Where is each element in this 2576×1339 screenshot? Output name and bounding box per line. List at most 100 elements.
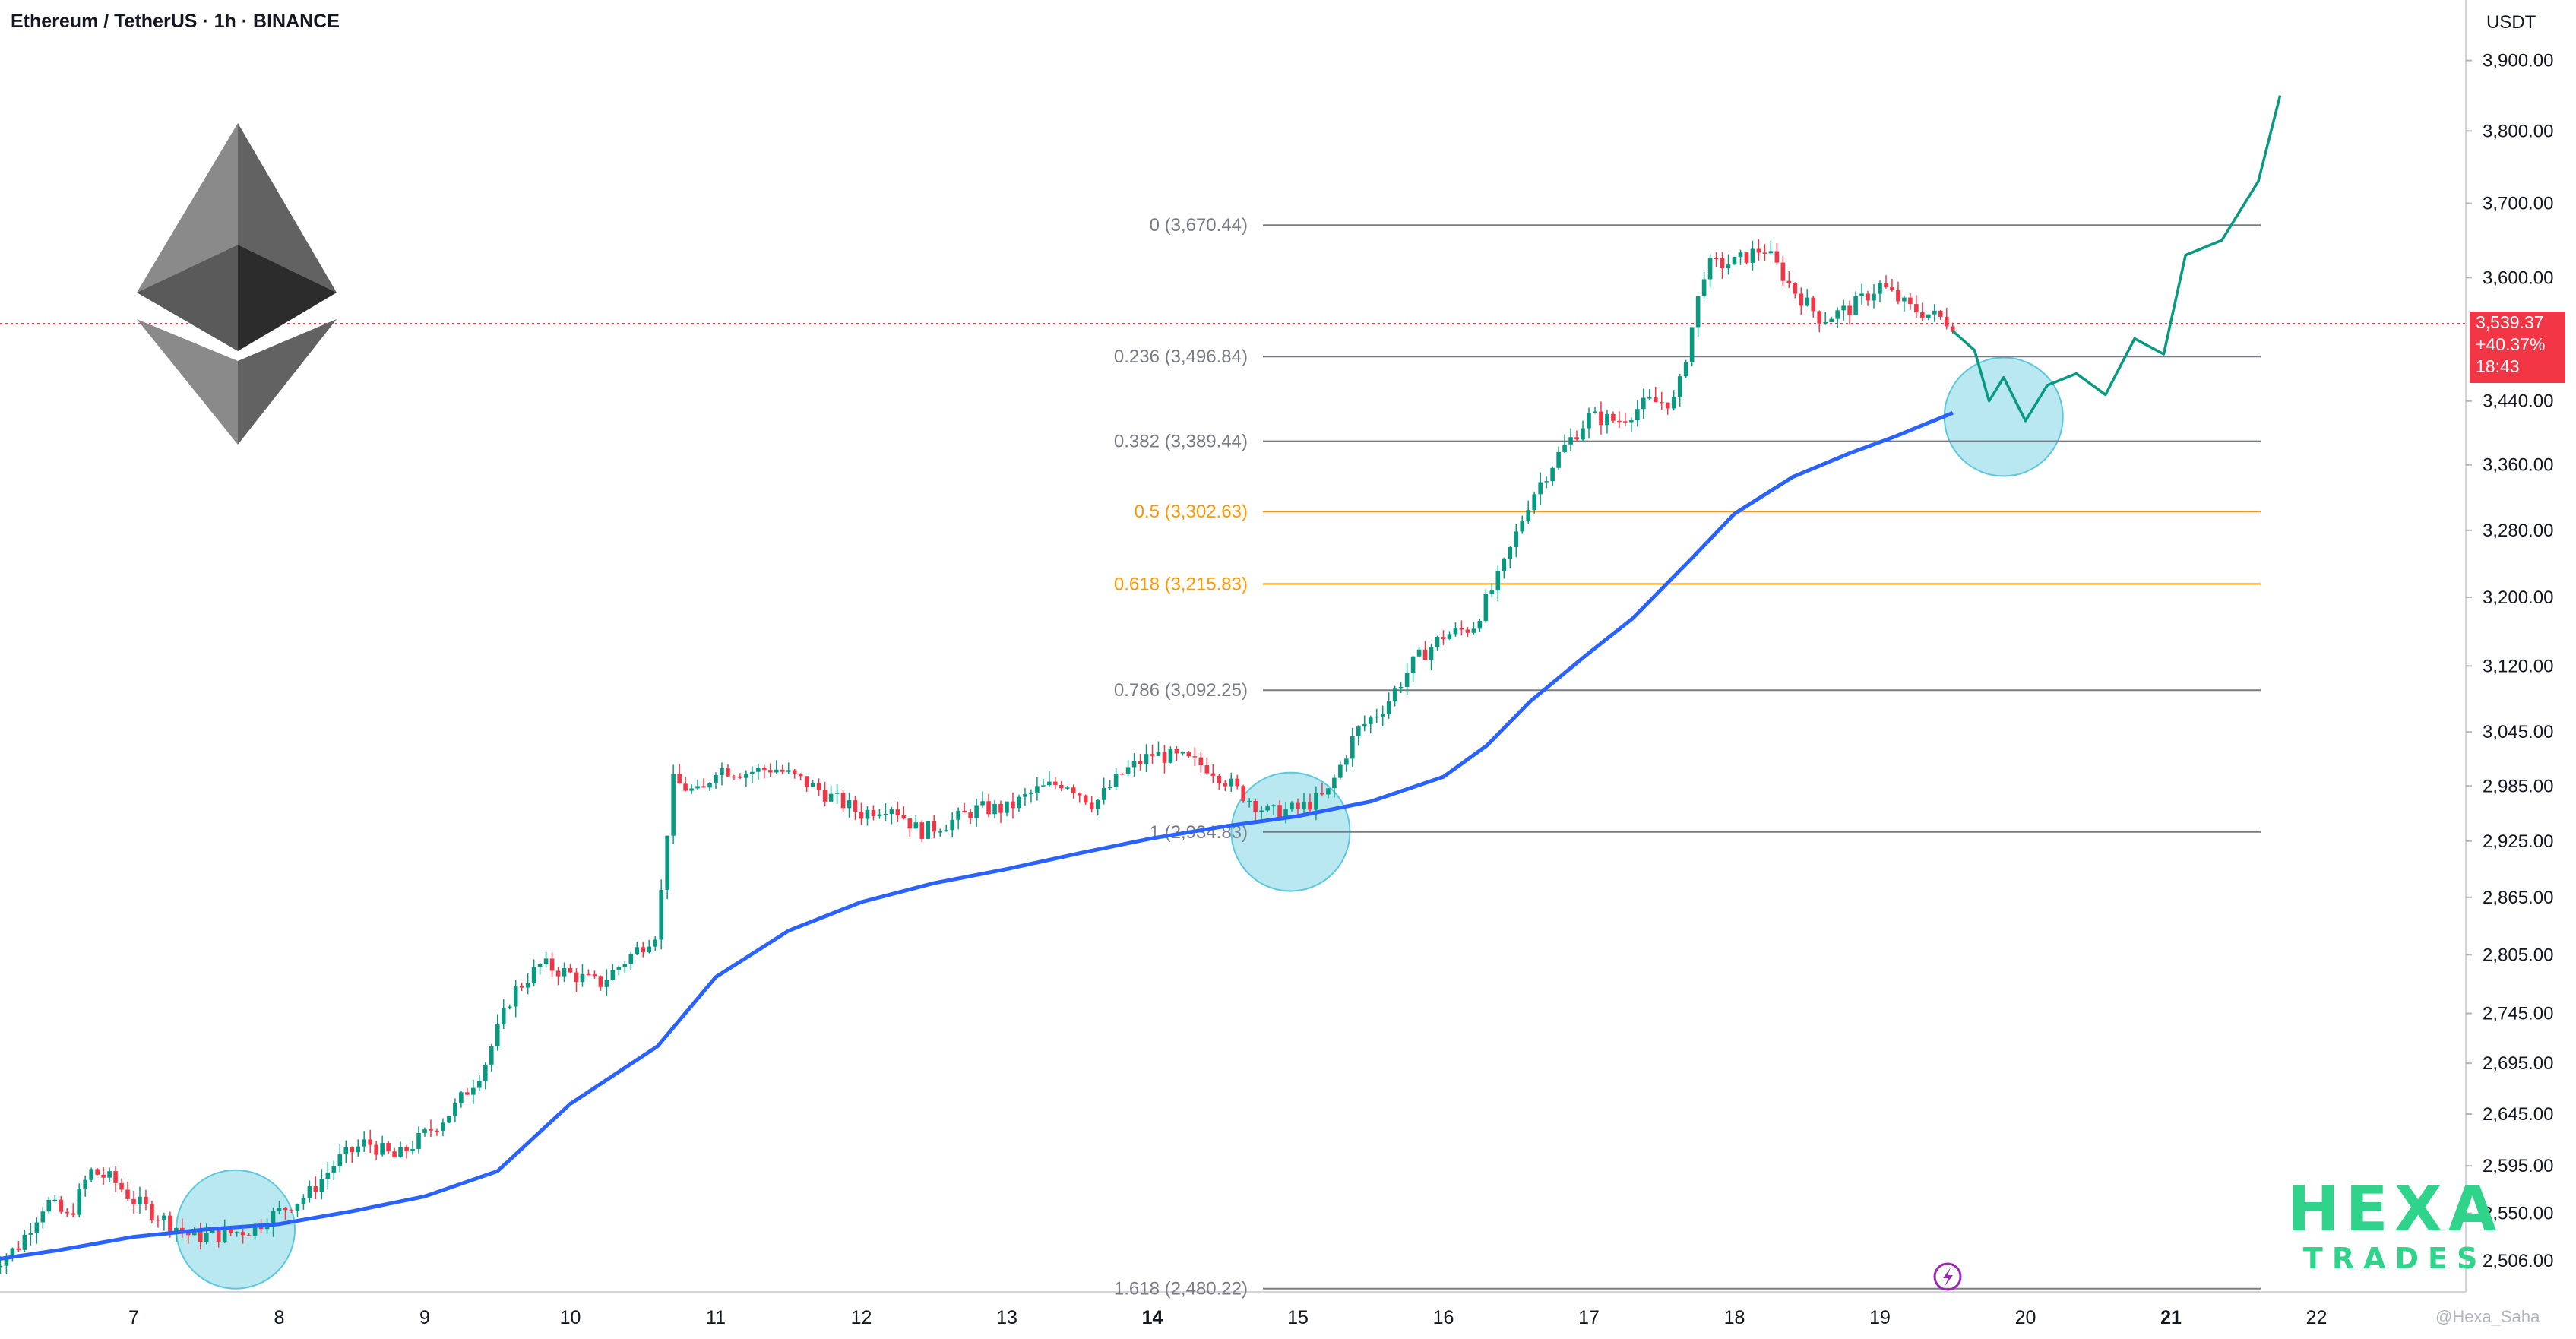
candle-body	[1271, 805, 1276, 807]
candle	[968, 809, 973, 825]
candle	[1683, 359, 1688, 378]
candle-body	[1502, 559, 1507, 571]
candle-body	[368, 1139, 372, 1145]
candle-body	[774, 769, 779, 773]
candle-body	[950, 819, 954, 831]
candle-body	[683, 783, 688, 791]
candle	[222, 1219, 227, 1244]
candle-body	[65, 1211, 70, 1214]
candle-body	[1314, 793, 1318, 810]
candle	[1714, 252, 1719, 267]
candle-body	[1659, 401, 1664, 404]
candle-body	[125, 1189, 130, 1199]
candle-body	[1277, 805, 1282, 819]
candle	[840, 790, 846, 812]
candle	[1089, 796, 1094, 813]
candle-body	[641, 947, 646, 953]
candle	[732, 774, 736, 780]
date-tick-label: 9	[419, 1307, 430, 1328]
candle-body	[1568, 437, 1573, 445]
candle	[1210, 764, 1216, 783]
candle	[628, 951, 634, 970]
fib-level-label: 0.618 (3,215.83)	[1114, 574, 1248, 594]
candle-body	[671, 774, 676, 836]
candle	[1435, 635, 1440, 651]
candle-body	[1065, 787, 1070, 789]
candle	[537, 962, 543, 975]
candle-body	[968, 812, 973, 818]
candle	[150, 1200, 154, 1224]
candle	[1404, 663, 1410, 695]
price-tick-label: 2,865.00	[2483, 888, 2553, 908]
candle	[695, 779, 700, 790]
candle	[1762, 243, 1767, 261]
candle-body	[665, 835, 669, 890]
price-tick-label: 2,695.00	[2483, 1053, 2553, 1074]
candle	[1689, 327, 1695, 366]
candle-body	[156, 1219, 160, 1221]
candle-body	[1204, 765, 1210, 774]
fib-level-label: 0.5 (3,302.63)	[1135, 502, 1248, 522]
candle-body	[1902, 297, 1907, 302]
candle-body	[1847, 305, 1852, 315]
candle-body	[834, 793, 840, 794]
candle-body	[422, 1129, 427, 1133]
candle	[1235, 774, 1240, 790]
candle-body	[1320, 793, 1324, 795]
candle	[1107, 780, 1112, 790]
candle-body	[398, 1147, 403, 1158]
candle-body	[531, 967, 536, 984]
candle	[744, 770, 748, 787]
candle-body	[1587, 413, 1591, 429]
date-tick-label: 8	[274, 1307, 285, 1328]
candle	[1732, 256, 1737, 265]
candle	[653, 936, 658, 951]
candle	[1150, 744, 1155, 764]
candle	[83, 1175, 87, 1197]
candle	[1495, 565, 1501, 602]
candle-body	[337, 1154, 343, 1166]
candle	[525, 973, 530, 995]
candle-body	[343, 1147, 349, 1155]
candle	[1125, 760, 1131, 777]
candle-body	[1574, 437, 1579, 440]
candle	[501, 999, 506, 1030]
candle-body	[701, 786, 706, 788]
lightning-icon[interactable]	[1933, 1262, 1962, 1291]
candle	[368, 1129, 372, 1153]
candle-body	[307, 1185, 312, 1198]
candle	[1890, 279, 1894, 292]
candle	[780, 764, 785, 774]
candle	[1805, 289, 1810, 307]
candle	[1665, 402, 1670, 415]
candle	[726, 764, 730, 777]
candle	[1253, 798, 1258, 822]
candle-body	[392, 1151, 397, 1158]
ethereum-logo-icon	[137, 123, 337, 445]
candle	[828, 785, 834, 803]
time-axis[interactable]: 7 8 9 10 11 12 13 14 15 16 17 18 19 20 21 22	[128, 1307, 2327, 1328]
candle	[859, 802, 864, 825]
candle-body	[1726, 264, 1731, 268]
candle-body	[1107, 787, 1112, 788]
candle	[689, 784, 694, 794]
candle-body	[574, 972, 579, 983]
candle-body	[1508, 546, 1513, 559]
candle	[513, 980, 518, 1018]
ema-line	[0, 410, 1954, 1261]
candle-body	[804, 776, 809, 787]
candle-body	[198, 1230, 203, 1242]
candle	[598, 975, 603, 991]
candle	[1138, 753, 1143, 771]
candle-body	[210, 1230, 215, 1233]
candle	[453, 1098, 457, 1122]
candle	[1653, 386, 1658, 403]
candle-body	[883, 813, 888, 815]
price-tick-label: 2,550.00	[2483, 1204, 2553, 1224]
fib-level-label: 0.236 (3,496.84)	[1114, 347, 1248, 367]
candle	[1441, 630, 1446, 645]
price-axis[interactable]: 3,900.00 3,800.00 3,700.00 3,600.00 3,440.00…	[2466, 51, 2553, 1271]
candle-body	[1938, 310, 1943, 317]
candle-body	[877, 814, 882, 817]
candle	[138, 1186, 142, 1214]
